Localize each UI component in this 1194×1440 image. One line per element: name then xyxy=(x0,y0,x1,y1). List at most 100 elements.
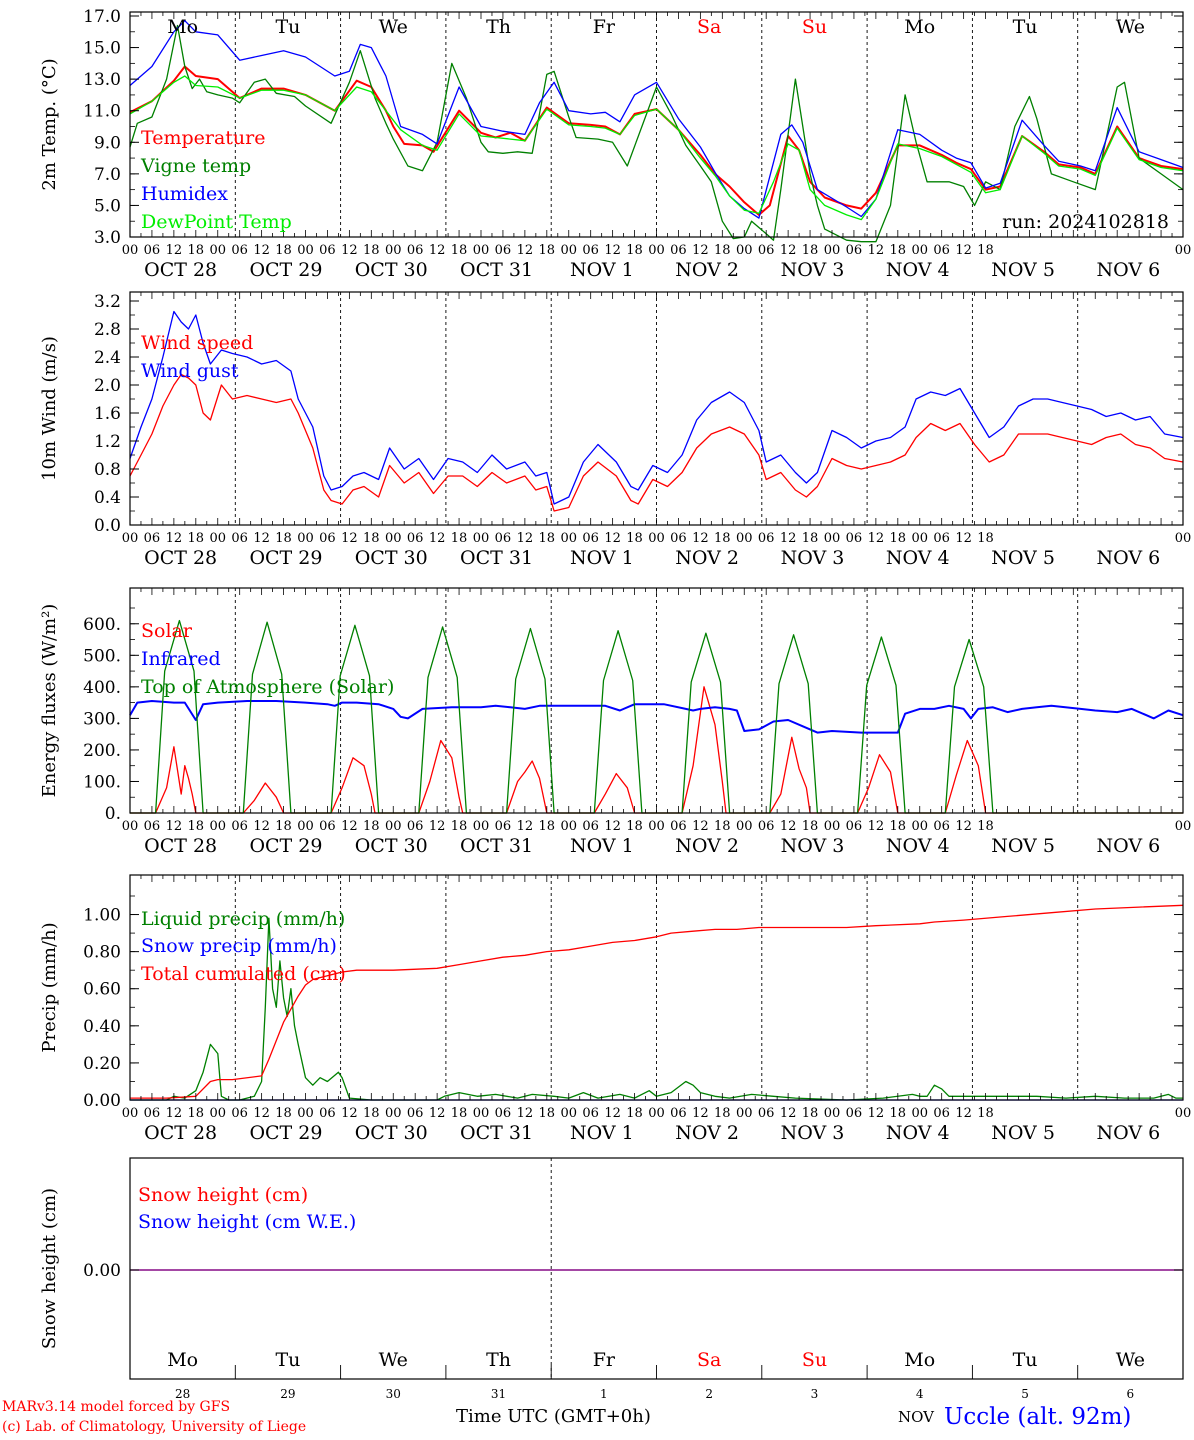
hour-tick-label: 06 xyxy=(846,1106,863,1121)
hour-tick-label: 00 xyxy=(560,243,577,258)
hour-tick-label: 12 xyxy=(341,1106,358,1121)
hour-tick-label: 06 xyxy=(582,1106,599,1121)
weekday-label: Th xyxy=(486,1349,511,1371)
hour-tick-label: 00 xyxy=(560,819,577,834)
y-axis-label: Snow height (cm) xyxy=(39,1188,60,1349)
date-label: NOV 6 xyxy=(1096,1122,1160,1144)
day-number-label: 3 xyxy=(811,1387,819,1401)
y-tick-label: 0.4 xyxy=(94,488,121,508)
hour-tick-label: 18 xyxy=(188,531,205,546)
y-tick-label: 2.4 xyxy=(94,348,121,368)
hour-tick-label: 00 xyxy=(297,531,314,546)
day-number-label: 29 xyxy=(280,1387,295,1401)
y-tick-label: 0. xyxy=(105,804,121,824)
hour-tick-label: 00 xyxy=(560,531,577,546)
date-label: NOV 3 xyxy=(781,1122,845,1144)
hour-tick-label: 06 xyxy=(933,531,950,546)
series-line-humidex xyxy=(129,20,1184,219)
weekday-label: Tu xyxy=(275,1349,300,1371)
date-label: NOV 6 xyxy=(1096,259,1160,281)
hour-tick-label: 06 xyxy=(407,531,424,546)
day-number-label: 1 xyxy=(600,1387,608,1401)
hour-tick-label: 00 xyxy=(385,819,402,834)
date-label: NOV 4 xyxy=(886,835,950,857)
day-number-label: 6 xyxy=(1127,1387,1135,1401)
weekday-label: Mo xyxy=(167,1349,198,1371)
hour-tick-label: 06 xyxy=(582,243,599,258)
series-line-wind-gust xyxy=(129,310,1184,505)
hour-tick-label: 18 xyxy=(188,819,205,834)
hour-tick-label: 18 xyxy=(977,531,994,546)
hour-tick-label: 18 xyxy=(188,243,205,258)
hour-tick-label: 18 xyxy=(714,243,731,258)
hour-tick-label: 18 xyxy=(714,819,731,834)
y-tick-label: 3.2 xyxy=(94,292,121,312)
hour-tick-label: 00 xyxy=(209,243,226,258)
date-label: NOV 5 xyxy=(991,1122,1055,1144)
hour-tick-label: 12 xyxy=(253,1106,270,1121)
hour-tick-label: 06 xyxy=(319,819,336,834)
hour-tick-label: 06 xyxy=(144,243,161,258)
hour-tick-label: 00 xyxy=(911,243,928,258)
hour-tick-label: 18 xyxy=(188,1106,205,1121)
series-line-wind-speed xyxy=(129,373,1184,512)
hour-tick-label: 18 xyxy=(275,243,292,258)
y-tick-label: 0.60 xyxy=(83,980,121,1000)
hour-tick-label: 12 xyxy=(429,243,446,258)
hour-tick-label: 00 xyxy=(209,819,226,834)
hour-tick-label: 12 xyxy=(341,819,358,834)
panel-frame xyxy=(129,587,1184,814)
legend-entry: Top of Atmosphere (Solar) xyxy=(141,676,394,698)
month-label: NOV xyxy=(898,1408,934,1426)
hour-tick-label: 06 xyxy=(758,1106,775,1121)
hour-tick-label: 06 xyxy=(407,819,424,834)
hour-tick-label: 00 xyxy=(473,531,490,546)
hour-tick-label: 18 xyxy=(363,819,380,834)
hour-tick-label: 00 xyxy=(297,243,314,258)
hour-tick-label: 00 xyxy=(736,819,753,834)
date-label: NOV 3 xyxy=(781,835,845,857)
hour-tick-label: 06 xyxy=(758,819,775,834)
hour-tick-label: 06 xyxy=(319,1106,336,1121)
hour-tick-label: 12 xyxy=(517,243,534,258)
hour-tick-label: 12 xyxy=(604,243,621,258)
y-tick-label: 15.0 xyxy=(83,39,121,59)
y-tick-label: 200. xyxy=(83,741,121,761)
hour-tick-label: 12 xyxy=(692,531,709,546)
date-label: NOV 5 xyxy=(991,259,1055,281)
legend-entry: Total cumulated (cm) xyxy=(141,963,346,985)
hour-tick-label: 00 xyxy=(1175,531,1192,546)
hour-tick-label: 06 xyxy=(846,531,863,546)
weekday-label: Sa xyxy=(697,1349,721,1371)
hour-tick-label: 18 xyxy=(890,531,907,546)
hour-tick-label: 12 xyxy=(429,531,446,546)
hour-tick-label: 06 xyxy=(231,243,248,258)
y-tick-label: 0.00 xyxy=(83,1091,121,1111)
hour-tick-label: 12 xyxy=(868,243,885,258)
series-line-infrared xyxy=(129,700,1184,734)
hour-tick-label: 18 xyxy=(363,1106,380,1121)
series-line-vigne-temp xyxy=(129,24,1184,243)
weekday-label: Su xyxy=(802,1349,827,1371)
y-tick-label: 100. xyxy=(83,772,121,792)
hour-tick-label: 06 xyxy=(231,819,248,834)
y-tick-label: 0.80 xyxy=(83,943,121,963)
station-label: Uccle (alt. 92m) xyxy=(944,1404,1132,1430)
hour-tick-label: 18 xyxy=(977,819,994,834)
weekday-label: Mo xyxy=(904,1349,935,1371)
hour-tick-label: 00 xyxy=(736,531,753,546)
date-label: NOV 2 xyxy=(675,259,739,281)
hour-tick-label: 12 xyxy=(341,531,358,546)
hour-tick-label: 00 xyxy=(648,531,665,546)
hour-tick-label: 00 xyxy=(209,1106,226,1121)
date-label: NOV 2 xyxy=(675,547,739,569)
hour-tick-label: 12 xyxy=(780,1106,797,1121)
hour-tick-label: 12 xyxy=(517,1106,534,1121)
legend-entry: Liquid precip (mm/h) xyxy=(141,908,345,930)
y-tick-label: 1.6 xyxy=(94,404,121,424)
hour-tick-label: 00 xyxy=(473,1106,490,1121)
date-label: OCT 31 xyxy=(460,835,533,857)
hour-tick-label: 00 xyxy=(122,1106,139,1121)
day-number-label: 2 xyxy=(705,1387,713,1401)
